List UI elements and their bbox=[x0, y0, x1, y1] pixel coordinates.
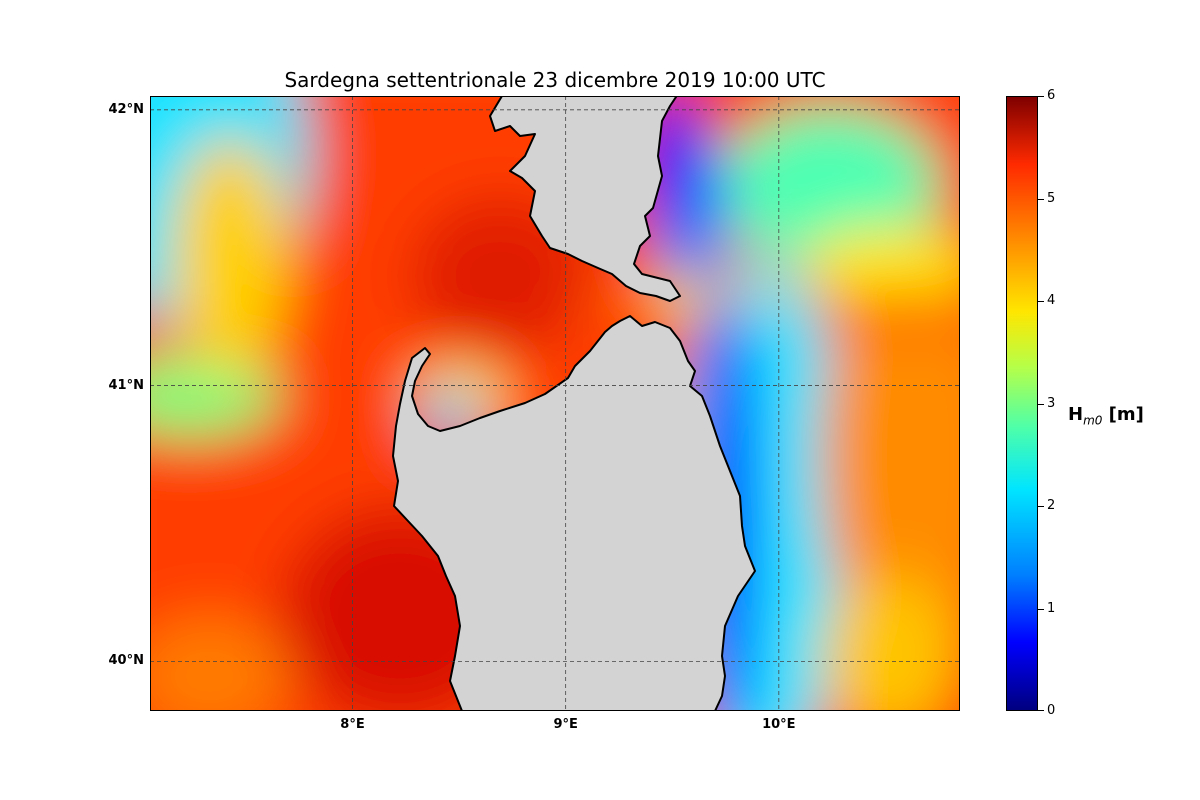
colorbar-tick-label: 2 bbox=[1047, 498, 1056, 513]
lon-label-9: 9°E bbox=[553, 717, 578, 732]
map-frame bbox=[150, 96, 960, 711]
colorbar-title-main: H bbox=[1068, 404, 1084, 425]
colorbar-title-sub: m0 bbox=[1083, 413, 1103, 428]
colorbar-tick-label: 4 bbox=[1047, 293, 1056, 308]
colorbar bbox=[1006, 96, 1038, 711]
colorbar-tick-mark bbox=[1038, 96, 1044, 97]
colorbar-tick-label: 3 bbox=[1047, 395, 1056, 411]
gridlines bbox=[150, 96, 960, 711]
colorbar-tick-label: 5 bbox=[1047, 190, 1056, 206]
lat-label-41: 41°N bbox=[108, 377, 144, 393]
lon-label-10: 10°E bbox=[762, 717, 796, 732]
sardinia-land bbox=[392, 315, 756, 711]
colorbar-title-unit: [m] bbox=[1102, 404, 1144, 425]
colorbar-tick-mark bbox=[1038, 198, 1044, 200]
colorbar-title: Hm0 [m] bbox=[1068, 404, 1144, 428]
lon-label-8: 8°E bbox=[340, 717, 365, 732]
colorbar-tick-mark bbox=[1038, 506, 1044, 507]
colorbar-tick-mark bbox=[1038, 608, 1044, 610]
corsica-land bbox=[489, 96, 681, 302]
colorbar-tick-mark bbox=[1038, 710, 1044, 711]
colorbar-tick-mark bbox=[1038, 403, 1044, 405]
colorbar-tick-label: 1 bbox=[1047, 600, 1056, 616]
lat-label-40: 40°N bbox=[108, 653, 144, 669]
wave-height-map bbox=[150, 96, 960, 711]
colorbar-tick-mark bbox=[1038, 301, 1044, 302]
lat-label-42: 42°N bbox=[108, 101, 144, 117]
colorbar-tick-label: 0 bbox=[1047, 703, 1056, 718]
map-title: Sardegna settentrionale 23 dicembre 2019… bbox=[284, 68, 826, 92]
colorbar-tick-label: 6 bbox=[1047, 88, 1056, 103]
map-canvas bbox=[150, 96, 960, 711]
